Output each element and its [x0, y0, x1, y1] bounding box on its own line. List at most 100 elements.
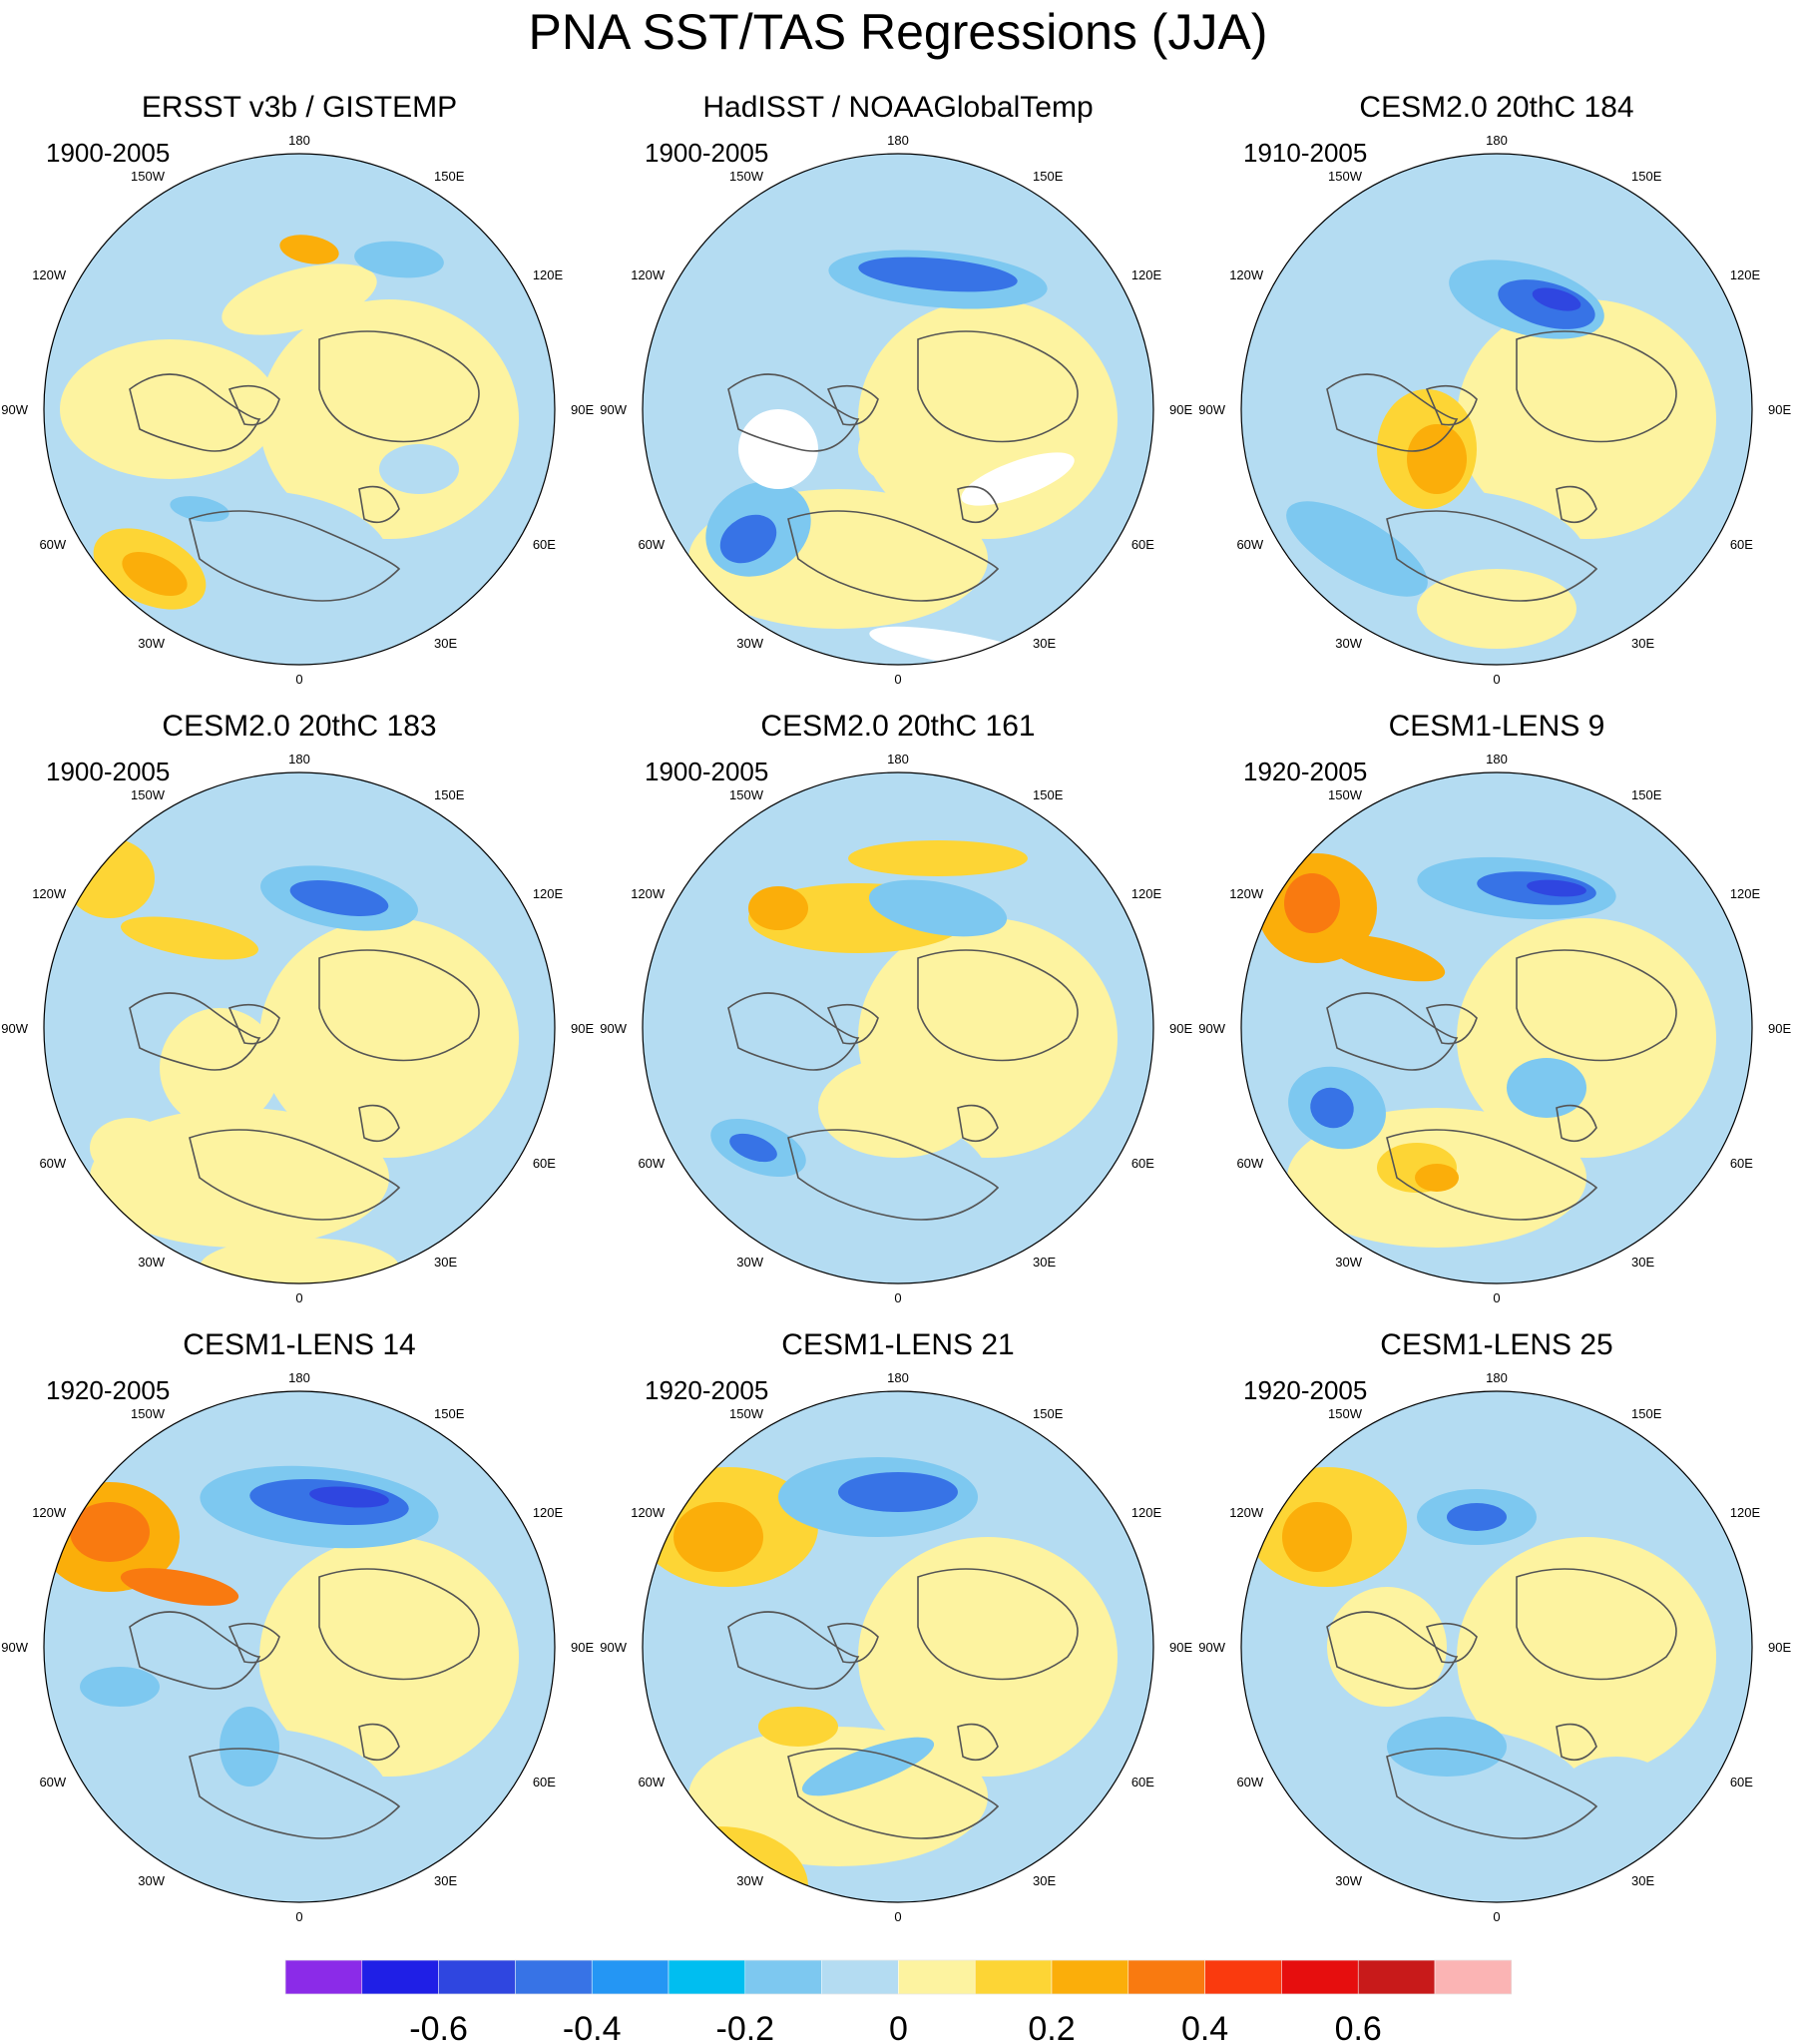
coastline — [917, 1568, 1079, 1681]
longitude-label: 30E — [1631, 636, 1654, 651]
longitude-label: 30E — [1631, 1873, 1654, 1888]
colorbar-swatch — [591, 1959, 670, 1995]
coastline — [1516, 1568, 1677, 1681]
longitude-label: 30W — [138, 636, 165, 651]
anomaly-region — [120, 916, 259, 960]
colorbar-swatch — [898, 1959, 976, 1995]
anomaly-region — [1286, 501, 1428, 597]
longitude-label: 60W — [39, 1775, 66, 1789]
anomaly-region — [1284, 873, 1340, 933]
anomaly-region — [120, 1568, 239, 1606]
coastline — [787, 510, 1000, 602]
colorbar-swatch — [744, 1959, 822, 1995]
anomaly-region — [65, 838, 155, 918]
longitude-label: 150E — [1033, 169, 1064, 184]
coastline — [917, 330, 1079, 443]
longitude-label: 60E — [1131, 1775, 1154, 1789]
coastline — [227, 1003, 280, 1045]
figure-title: PNA SST/TAS Regressions (JJA) — [528, 4, 1268, 60]
longitude-label: 60W — [638, 1156, 665, 1171]
coastline — [917, 949, 1079, 1062]
longitude-label: 120W — [631, 886, 666, 901]
polar-map: 180 150E 120E 90E 60E 30E 0 30W 60W 90W 120W 150W — [600, 133, 1192, 687]
anomaly-region — [1415, 1164, 1459, 1192]
longitude-label: 90E — [1169, 1021, 1192, 1036]
anomaly-region — [758, 1707, 838, 1747]
longitude-label: 120W — [32, 886, 67, 901]
anomaly-region — [259, 1537, 519, 1777]
colorbar-swatch — [1281, 1959, 1359, 1995]
map-panel: CESM1-LENS 14 180 150E 120E 90E 60E 30E 0 30W 60W… — [0, 1327, 599, 1946]
polar-map: 180 150E 120E 90E 60E 30E 0 30W 60W 90W 120W 150W — [1, 752, 594, 1305]
longitude-label: 30W — [736, 636, 763, 651]
map-panel: CESM2.0 20thC 183 180 150E 120E 90E 60E 30E 0 30… — [0, 709, 599, 1327]
longitude-label: 30W — [1335, 636, 1362, 651]
colorbar: -0.6 -0.4 -0.2 0 0.2 0.4 0.6 — [284, 1959, 1513, 2044]
longitude-label: 120E — [533, 1505, 564, 1520]
anomaly-region — [279, 235, 339, 264]
longitude-label: 180 — [887, 133, 909, 148]
anomaly-region — [259, 1627, 339, 1707]
panel-period: 1920-2005 — [46, 1375, 171, 1405]
panel-period: 1920-2005 — [1243, 1375, 1368, 1405]
map-boundary — [43, 771, 556, 1284]
coastline — [1556, 1104, 1597, 1143]
coastline — [1425, 1622, 1478, 1664]
coastline — [787, 1129, 1000, 1221]
longitude-label: 0 — [1493, 1909, 1500, 1924]
longitude-label: 90E — [571, 402, 594, 417]
longitude-label: 60E — [1131, 537, 1154, 552]
coastline — [358, 1723, 400, 1762]
coastline — [227, 384, 280, 426]
colorbar-tick-label: -0.6 — [409, 2010, 468, 2044]
panel-period: 1920-2005 — [1243, 757, 1368, 786]
anomaly-region — [858, 409, 978, 489]
colorbar-swatch — [361, 1959, 439, 1995]
longitude-label: 60W — [1236, 1156, 1263, 1171]
longitude-label: 120W — [1229, 1505, 1264, 1520]
coastline — [129, 373, 261, 452]
anomaly-region — [1407, 424, 1467, 494]
map-panel: CESM2.0 20thC 161 180 150E 120E 90E 60E 30E 0 30… — [599, 709, 1197, 1327]
longitude-label: 0 — [1493, 1290, 1500, 1305]
coastline — [1556, 1723, 1597, 1762]
longitude-label: 60E — [533, 537, 556, 552]
anomaly-region — [858, 256, 1018, 292]
coastline — [957, 1723, 999, 1762]
colorbar-frame — [284, 1959, 1513, 1995]
anomaly-region — [90, 1727, 389, 1866]
panel-title: CESM1-LENS 14 — [183, 1328, 416, 1361]
anomaly-region — [688, 1727, 988, 1866]
coastline — [957, 485, 999, 524]
colorbar-swatch — [284, 1959, 363, 1995]
colorbar-tick-label: 0 — [889, 2010, 908, 2044]
panel-title: CESM1-LENS 9 — [1388, 710, 1605, 743]
anomaly-region — [200, 1238, 399, 1283]
coastline — [318, 330, 480, 443]
colorbar-tick-label: 0.6 — [1335, 2010, 1382, 2044]
longitude-label: 150W — [131, 787, 166, 802]
anomaly-region — [643, 1826, 808, 1902]
longitude-label: 90E — [1169, 402, 1192, 417]
panel-title: CESM2.0 20thC 183 — [162, 710, 437, 743]
coastline — [826, 1003, 879, 1045]
coastline — [189, 510, 401, 602]
longitude-label: 150W — [131, 169, 166, 184]
coastline — [787, 1748, 1000, 1839]
longitude-label: 150W — [1328, 787, 1363, 802]
polar-map: 180 150E 120E 90E 60E 30E 0 30W 60W 90W 120W 150W — [1198, 133, 1791, 687]
anomaly-region — [1457, 299, 1716, 539]
longitude-label: 30E — [434, 1255, 457, 1270]
longitude-label: 60E — [1131, 1156, 1154, 1171]
longitude-label: 120W — [32, 1505, 67, 1520]
map-panel: CESM1-LENS 25 180 150E 120E 90E 60E 30E 0 30W 60W… — [1197, 1327, 1796, 1946]
polar-map: 180 150E 120E 90E 60E 30E 0 30W 60W 90W 120W 150W — [600, 1370, 1192, 1924]
anomaly-region — [1527, 879, 1586, 897]
longitude-label: 90E — [1768, 1021, 1791, 1036]
panel-title: ERSST v3b / GISTEMP — [141, 91, 458, 124]
longitude-label: 0 — [295, 1909, 302, 1924]
anomaly-region — [818, 1058, 978, 1158]
longitude-label: 60W — [638, 1775, 665, 1789]
colorbar-swatch — [1357, 1959, 1436, 1995]
longitude-label: 0 — [295, 1290, 302, 1305]
